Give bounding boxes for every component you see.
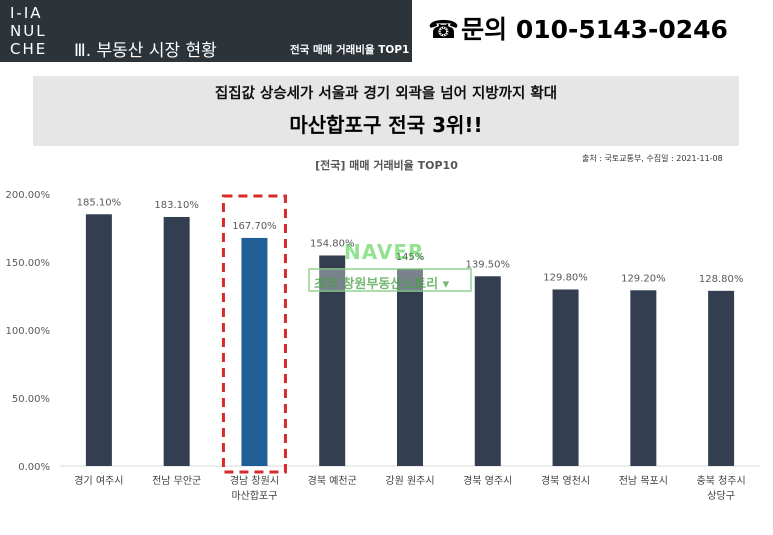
headline-line1: 집집값 상승세가 서울과 경기 외곽을 넘어 지방까지 확대 [214,86,558,102]
bar [319,255,346,466]
y-tick-label: 50.00% [12,394,50,405]
data-label: 145% [396,252,425,263]
section-subtitle: 전국 매매 거래비율 TOP10 [290,44,410,56]
bar [630,290,657,466]
logo-line: CHE [10,40,48,58]
data-label: 129.80% [543,272,588,283]
bar [708,290,735,466]
x-tick-label: 전남 무안군 [152,475,201,487]
highlight-box [221,194,287,474]
bar [552,289,579,466]
bar [241,237,268,466]
section-title: Ⅲ. 부동산 시장 현황 [74,41,217,61]
x-tick-label: 경북 예천군 [308,474,357,487]
bar [474,276,501,466]
x-tick-label: 경남 창원시 [230,474,279,487]
logo-line: NUL [10,22,47,40]
y-tick-label: 200.00% [6,190,51,201]
source-note: 출처 : 국토교통부, 수집일 : 2021-11-08 [582,154,723,163]
data-label: 154.80% [310,238,355,249]
logo-line: I-IA [10,4,43,22]
data-label: 167.70% [232,221,277,232]
bar [85,214,112,466]
data-label: 128.80% [699,274,744,285]
phone-text: 문의 010-5143-0246 [461,15,728,44]
contact-phone[interactable]: ☎문의 010-5143-0246 [428,10,728,46]
headline-banner: 집집값 상승세가 서울과 경기 외곽을 넘어 지방까지 확대 마산합포구 전국 … [33,76,739,146]
x-tick-label: 전남 목포시 [619,475,668,487]
x-tick-label: 마산합포구 [231,490,277,502]
data-label: 129.20% [621,273,666,284]
chart-title: [전국] 매매 거래비율 TOP10 [315,159,458,172]
phone-icon: ☎ [428,15,460,44]
x-tick-label: 경북 영주시 [463,474,512,487]
bar [397,268,423,466]
data-label: 183.10% [154,200,199,211]
header-bar: I-IA NUL CHE Ⅲ. 부동산 시장 현황 전국 매매 거래비율 TOP… [0,0,412,62]
brand-logo: I-IA NUL CHE [10,4,68,58]
bar [163,216,190,466]
y-tick-label: 100.00% [6,326,51,337]
headline-line2: 마산합포구 전국 3위!! [289,113,483,137]
x-tick-label: 충북 청주시 [697,475,746,487]
x-tick-label: 상당구 [707,490,735,502]
data-label: 139.50% [466,259,511,270]
x-tick-label: 경기 여주시 [74,474,123,487]
y-tick-label: 150.00% [6,258,51,269]
x-tick-label: 경북 영천시 [541,474,590,487]
data-label: 185.10% [77,197,122,208]
x-tick-label: 강원 원주시 [385,475,434,487]
y-tick-label: 0.00% [18,462,50,473]
